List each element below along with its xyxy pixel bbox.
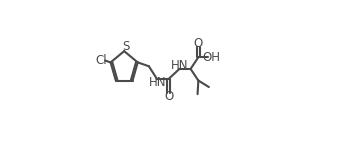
Text: HN: HN — [148, 76, 166, 89]
Text: S: S — [122, 40, 129, 53]
Text: OH: OH — [202, 51, 220, 64]
Text: Cl: Cl — [96, 54, 108, 67]
Text: O: O — [194, 37, 203, 50]
Text: HN: HN — [171, 59, 189, 72]
Text: O: O — [164, 90, 173, 103]
